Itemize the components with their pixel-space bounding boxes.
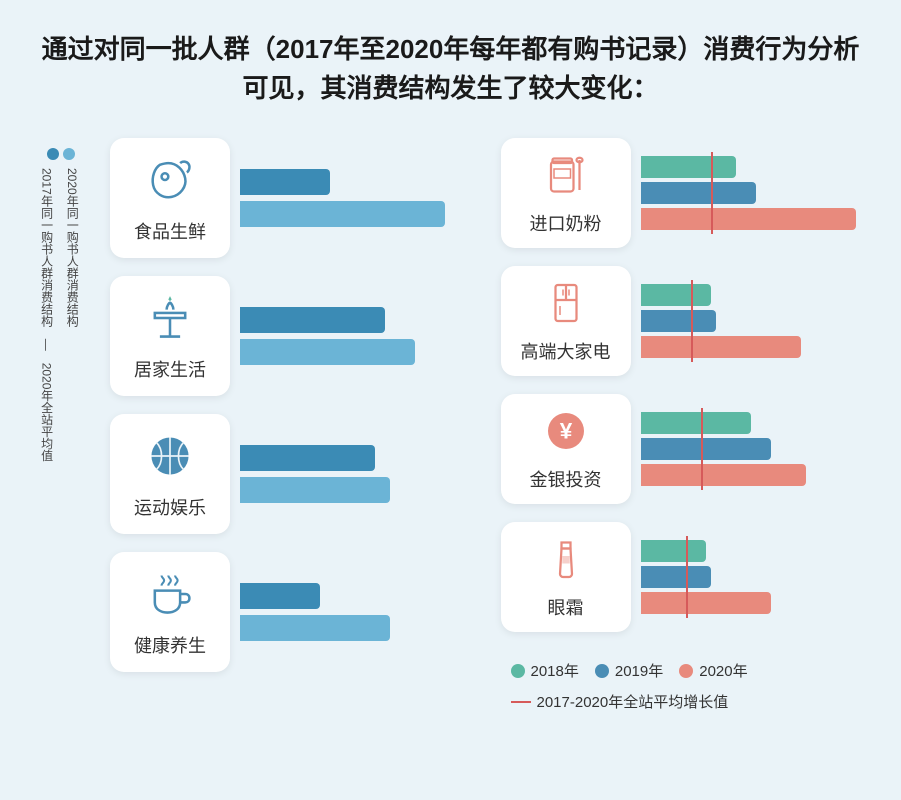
tube-icon	[542, 535, 590, 588]
bar	[240, 201, 445, 227]
category-card: 居家生活	[110, 276, 230, 396]
jar-icon	[542, 151, 590, 204]
bar	[641, 182, 756, 204]
category-card: 运动娱乐	[110, 414, 230, 534]
right-category-row: 进口奶粉	[501, 138, 867, 248]
bar	[240, 477, 390, 503]
category-card: ¥ 金银投资	[501, 394, 631, 504]
legend-dot-2017	[47, 148, 59, 160]
bar	[641, 310, 716, 332]
right-category-row: 高端大家电	[501, 266, 867, 376]
bar	[240, 615, 390, 641]
chart-title: 通过对同一批人群（2017年至2020年每年都有购书记录）消费行为分析可见，其消…	[35, 30, 866, 108]
category-card: 进口奶粉	[501, 138, 631, 248]
category-card: 眼霜	[501, 522, 631, 632]
bar	[240, 339, 415, 365]
category-label: 进口奶粉	[530, 210, 602, 236]
bar	[641, 464, 806, 486]
legend-right: 2018年 2019年 2020年 2017-2020年全站平均增长值	[501, 660, 867, 712]
cup-icon	[143, 567, 197, 626]
bar	[641, 592, 771, 614]
legend-text-2017: 2017年同一购书人群消费结构 — 2020年全站平均值	[35, 168, 57, 461]
category-card: 健康养生	[110, 552, 230, 672]
bar	[641, 566, 711, 588]
right-category-row: ¥ 金银投资	[501, 394, 867, 504]
legend-left: 2017年同一购书人群消费结构 — 2020年全站平均值 2020年同一购书人群…	[35, 138, 85, 712]
legend-item-2018: 2018年	[511, 660, 579, 681]
bar-group	[240, 307, 476, 365]
bar	[240, 583, 320, 609]
avg-line	[686, 536, 688, 618]
table-icon	[143, 291, 197, 350]
legend-item-2019: 2019年	[595, 660, 663, 681]
bar	[641, 438, 771, 460]
svg-text:¥: ¥	[559, 418, 572, 443]
fridge-icon	[542, 279, 590, 332]
bar-group	[240, 169, 476, 227]
left-category-row: 食品生鲜	[110, 138, 476, 258]
category-label: 居家生活	[134, 356, 206, 382]
bar	[641, 156, 736, 178]
left-category-row: 居家生活	[110, 276, 476, 396]
legend-text-2020: 2020年同一购书人群消费结构	[61, 168, 83, 461]
bar-group	[641, 284, 867, 358]
right-chart-column: 进口奶粉高端大家电 ¥ 金银投资眼霜 2018年 2019年 2020年 2017-…	[501, 138, 867, 712]
left-category-row: 运动娱乐	[110, 414, 476, 534]
bar	[641, 208, 856, 230]
legend-item-avg: 2017-2020年全站平均增长值	[511, 691, 867, 712]
bar	[240, 307, 385, 333]
category-label: 高端大家电	[521, 338, 611, 364]
chart-content: 2017年同一购书人群消费结构 — 2020年全站平均值 2020年同一购书人群…	[35, 138, 866, 712]
avg-line	[701, 408, 703, 490]
bar	[641, 336, 801, 358]
category-label: 眼霜	[548, 594, 584, 620]
bar-group	[240, 583, 476, 641]
bar	[240, 445, 375, 471]
yen-icon: ¥	[542, 407, 590, 460]
legend-dot-2020	[63, 148, 75, 160]
bar	[641, 412, 751, 434]
meat-icon	[143, 153, 197, 212]
category-label: 运动娱乐	[134, 494, 206, 520]
bar	[240, 169, 330, 195]
bar-group	[641, 156, 867, 230]
bar-group	[641, 412, 867, 486]
category-card: 食品生鲜	[110, 138, 230, 258]
basketball-icon	[143, 429, 197, 488]
category-label: 金银投资	[530, 466, 602, 492]
category-card: 高端大家电	[501, 266, 631, 376]
bar-group	[240, 445, 476, 503]
right-category-row: 眼霜	[501, 522, 867, 632]
avg-line	[711, 152, 713, 234]
bar	[641, 284, 711, 306]
bar-group	[641, 540, 867, 614]
category-label: 食品生鲜	[134, 218, 206, 244]
legend-item-2020: 2020年	[679, 660, 747, 681]
avg-line	[691, 280, 693, 362]
left-category-row: 健康养生	[110, 552, 476, 672]
bar	[641, 540, 706, 562]
category-label: 健康养生	[134, 632, 206, 658]
infographic-container: 通过对同一批人群（2017年至2020年每年都有购书记录）消费行为分析可见，其消…	[0, 0, 901, 800]
left-chart-column: 食品生鲜居家生活运动娱乐健康养生	[110, 138, 476, 712]
